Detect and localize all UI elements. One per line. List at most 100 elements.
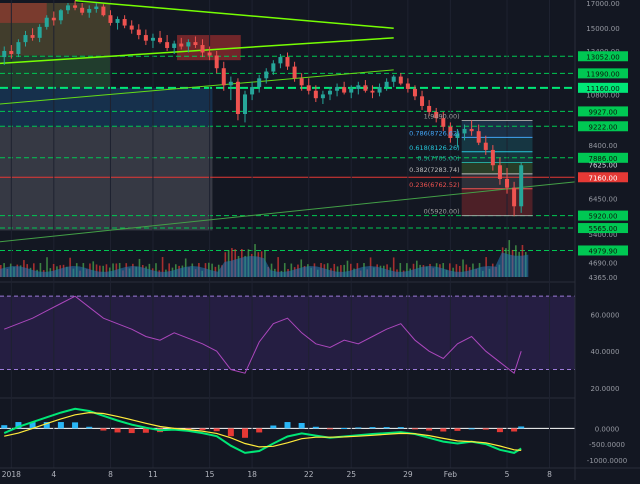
macd-histogram-bar-30 bbox=[426, 428, 433, 431]
candle-body-17 bbox=[122, 19, 127, 26]
macd-histogram-bar-14 bbox=[199, 428, 206, 431]
rsi-band-fill bbox=[0, 296, 575, 370]
price-axis-background bbox=[575, 0, 640, 480]
candle-body-63 bbox=[448, 126, 453, 139]
candle-body-20 bbox=[143, 35, 148, 41]
price-line-label-1: 11990.00 bbox=[586, 70, 619, 78]
candle-body-59 bbox=[420, 96, 425, 106]
volume-bar bbox=[277, 257, 279, 277]
candle-body-7 bbox=[51, 17, 56, 21]
price-tick-label-8: 4365.00 bbox=[589, 274, 618, 282]
candle-body-38 bbox=[271, 63, 276, 72]
candle-body-39 bbox=[278, 57, 283, 64]
candle-body-36 bbox=[257, 78, 262, 88]
candle-body-9 bbox=[65, 5, 70, 11]
price-line-label-6: 7160.00 bbox=[589, 174, 618, 182]
volume-bar bbox=[270, 263, 273, 277]
price-line-badge-9 bbox=[578, 245, 628, 256]
price-line-badge-8 bbox=[578, 223, 628, 234]
fib-label-3: 0.5(7705.00) bbox=[417, 154, 459, 162]
shaded-zone-blue bbox=[0, 87, 213, 127]
candle-body-70 bbox=[497, 165, 502, 179]
candle-body-15 bbox=[108, 15, 113, 23]
time-tick-label-3: 11 bbox=[148, 470, 158, 479]
candle-body-16 bbox=[115, 19, 120, 23]
candle-body-5 bbox=[37, 26, 42, 38]
rsi-tick-label-1: 40.0000 bbox=[591, 348, 620, 356]
volume-bar bbox=[39, 263, 42, 277]
candle-body-58 bbox=[412, 88, 417, 97]
trend-line-lower bbox=[0, 69, 394, 105]
candle-body-57 bbox=[405, 83, 410, 89]
macd-histogram-bar-25 bbox=[355, 427, 362, 429]
candle-body-35 bbox=[250, 87, 255, 95]
candle-body-56 bbox=[398, 76, 403, 84]
candle-body-8 bbox=[58, 10, 63, 21]
candle-body-25 bbox=[179, 43, 184, 47]
candle-body-24 bbox=[172, 43, 177, 48]
trend-line-upper bbox=[74, 0, 394, 29]
macd-tick-label-2: -1000.0000 bbox=[587, 457, 627, 465]
volume-bar bbox=[161, 257, 164, 277]
candle-body-64 bbox=[455, 133, 460, 139]
candle-body-22 bbox=[158, 37, 163, 43]
volume-bar bbox=[168, 263, 170, 277]
candle-body-42 bbox=[299, 78, 304, 86]
candle-body-28 bbox=[200, 45, 205, 53]
shaded-zone-grey bbox=[0, 126, 213, 231]
rsi-tick-label-0: 60.0000 bbox=[591, 312, 620, 320]
volume-bar bbox=[340, 265, 342, 277]
volume-bar bbox=[333, 263, 336, 277]
candle-body-40 bbox=[285, 57, 290, 67]
macd-histogram-bar-29 bbox=[411, 428, 418, 430]
rsi-line bbox=[4, 295, 522, 375]
price-line-badge-5 bbox=[578, 152, 628, 163]
time-tick-label-1: 4 bbox=[51, 470, 56, 479]
macd-histogram-bar-1 bbox=[15, 422, 22, 429]
time-tick-label-0: 2018 bbox=[2, 470, 21, 479]
price-line-badge-4 bbox=[578, 121, 628, 132]
price-line-badge-0 bbox=[578, 51, 628, 62]
candle-body-46 bbox=[327, 90, 332, 95]
candle-body-50 bbox=[356, 85, 361, 89]
macd-histogram-bar-19 bbox=[270, 425, 277, 429]
candle-body-45 bbox=[320, 94, 325, 99]
price-tick-label-0: 17000.00 bbox=[586, 0, 619, 8]
volume-bar bbox=[465, 264, 468, 277]
macd-histogram-bar-33 bbox=[468, 428, 475, 430]
candle-body-49 bbox=[349, 88, 354, 93]
candle-body-73 bbox=[519, 165, 524, 207]
candle-body-23 bbox=[165, 42, 170, 48]
volume-bar bbox=[343, 264, 345, 277]
candle-body-26 bbox=[186, 42, 191, 47]
macd-histogram-bar-34 bbox=[482, 428, 489, 430]
candle-body-3 bbox=[23, 35, 28, 43]
macd-histogram-bar-0 bbox=[1, 425, 8, 429]
macd-tick-label-1: -500.0000 bbox=[589, 441, 625, 449]
macd-histogram-bar-32 bbox=[454, 428, 461, 431]
macd-histogram-bar-37 bbox=[518, 426, 525, 429]
fib-label-1: 0.786(8726.62) bbox=[409, 129, 460, 137]
volume-bar bbox=[283, 263, 286, 277]
candle-body-69 bbox=[490, 149, 495, 166]
volume-bar bbox=[458, 265, 461, 277]
candle-body-65 bbox=[462, 128, 467, 134]
volume-bar bbox=[455, 264, 458, 277]
price-line-label-0: 13052.00 bbox=[586, 53, 619, 61]
candle-body-41 bbox=[292, 66, 297, 79]
macd-histogram-bar-27 bbox=[383, 427, 390, 429]
candle-body-66 bbox=[469, 128, 474, 132]
macd-histogram-bar-3 bbox=[43, 422, 50, 429]
fib-label-2: 0.618(8126.26) bbox=[409, 144, 460, 152]
volume-bar bbox=[290, 263, 293, 277]
price-line-badge-1 bbox=[578, 68, 628, 79]
candle-body-12 bbox=[87, 9, 92, 13]
candle-body-33 bbox=[235, 81, 240, 115]
volume-bar bbox=[346, 260, 349, 277]
macd-histogram-bar-23 bbox=[326, 428, 333, 430]
price-line-label-9: 4979.90 bbox=[589, 247, 618, 255]
macd-histogram-bar-35 bbox=[496, 428, 503, 433]
price-line-badge-2 bbox=[578, 82, 628, 93]
time-tick-label-7: 25 bbox=[346, 470, 356, 479]
